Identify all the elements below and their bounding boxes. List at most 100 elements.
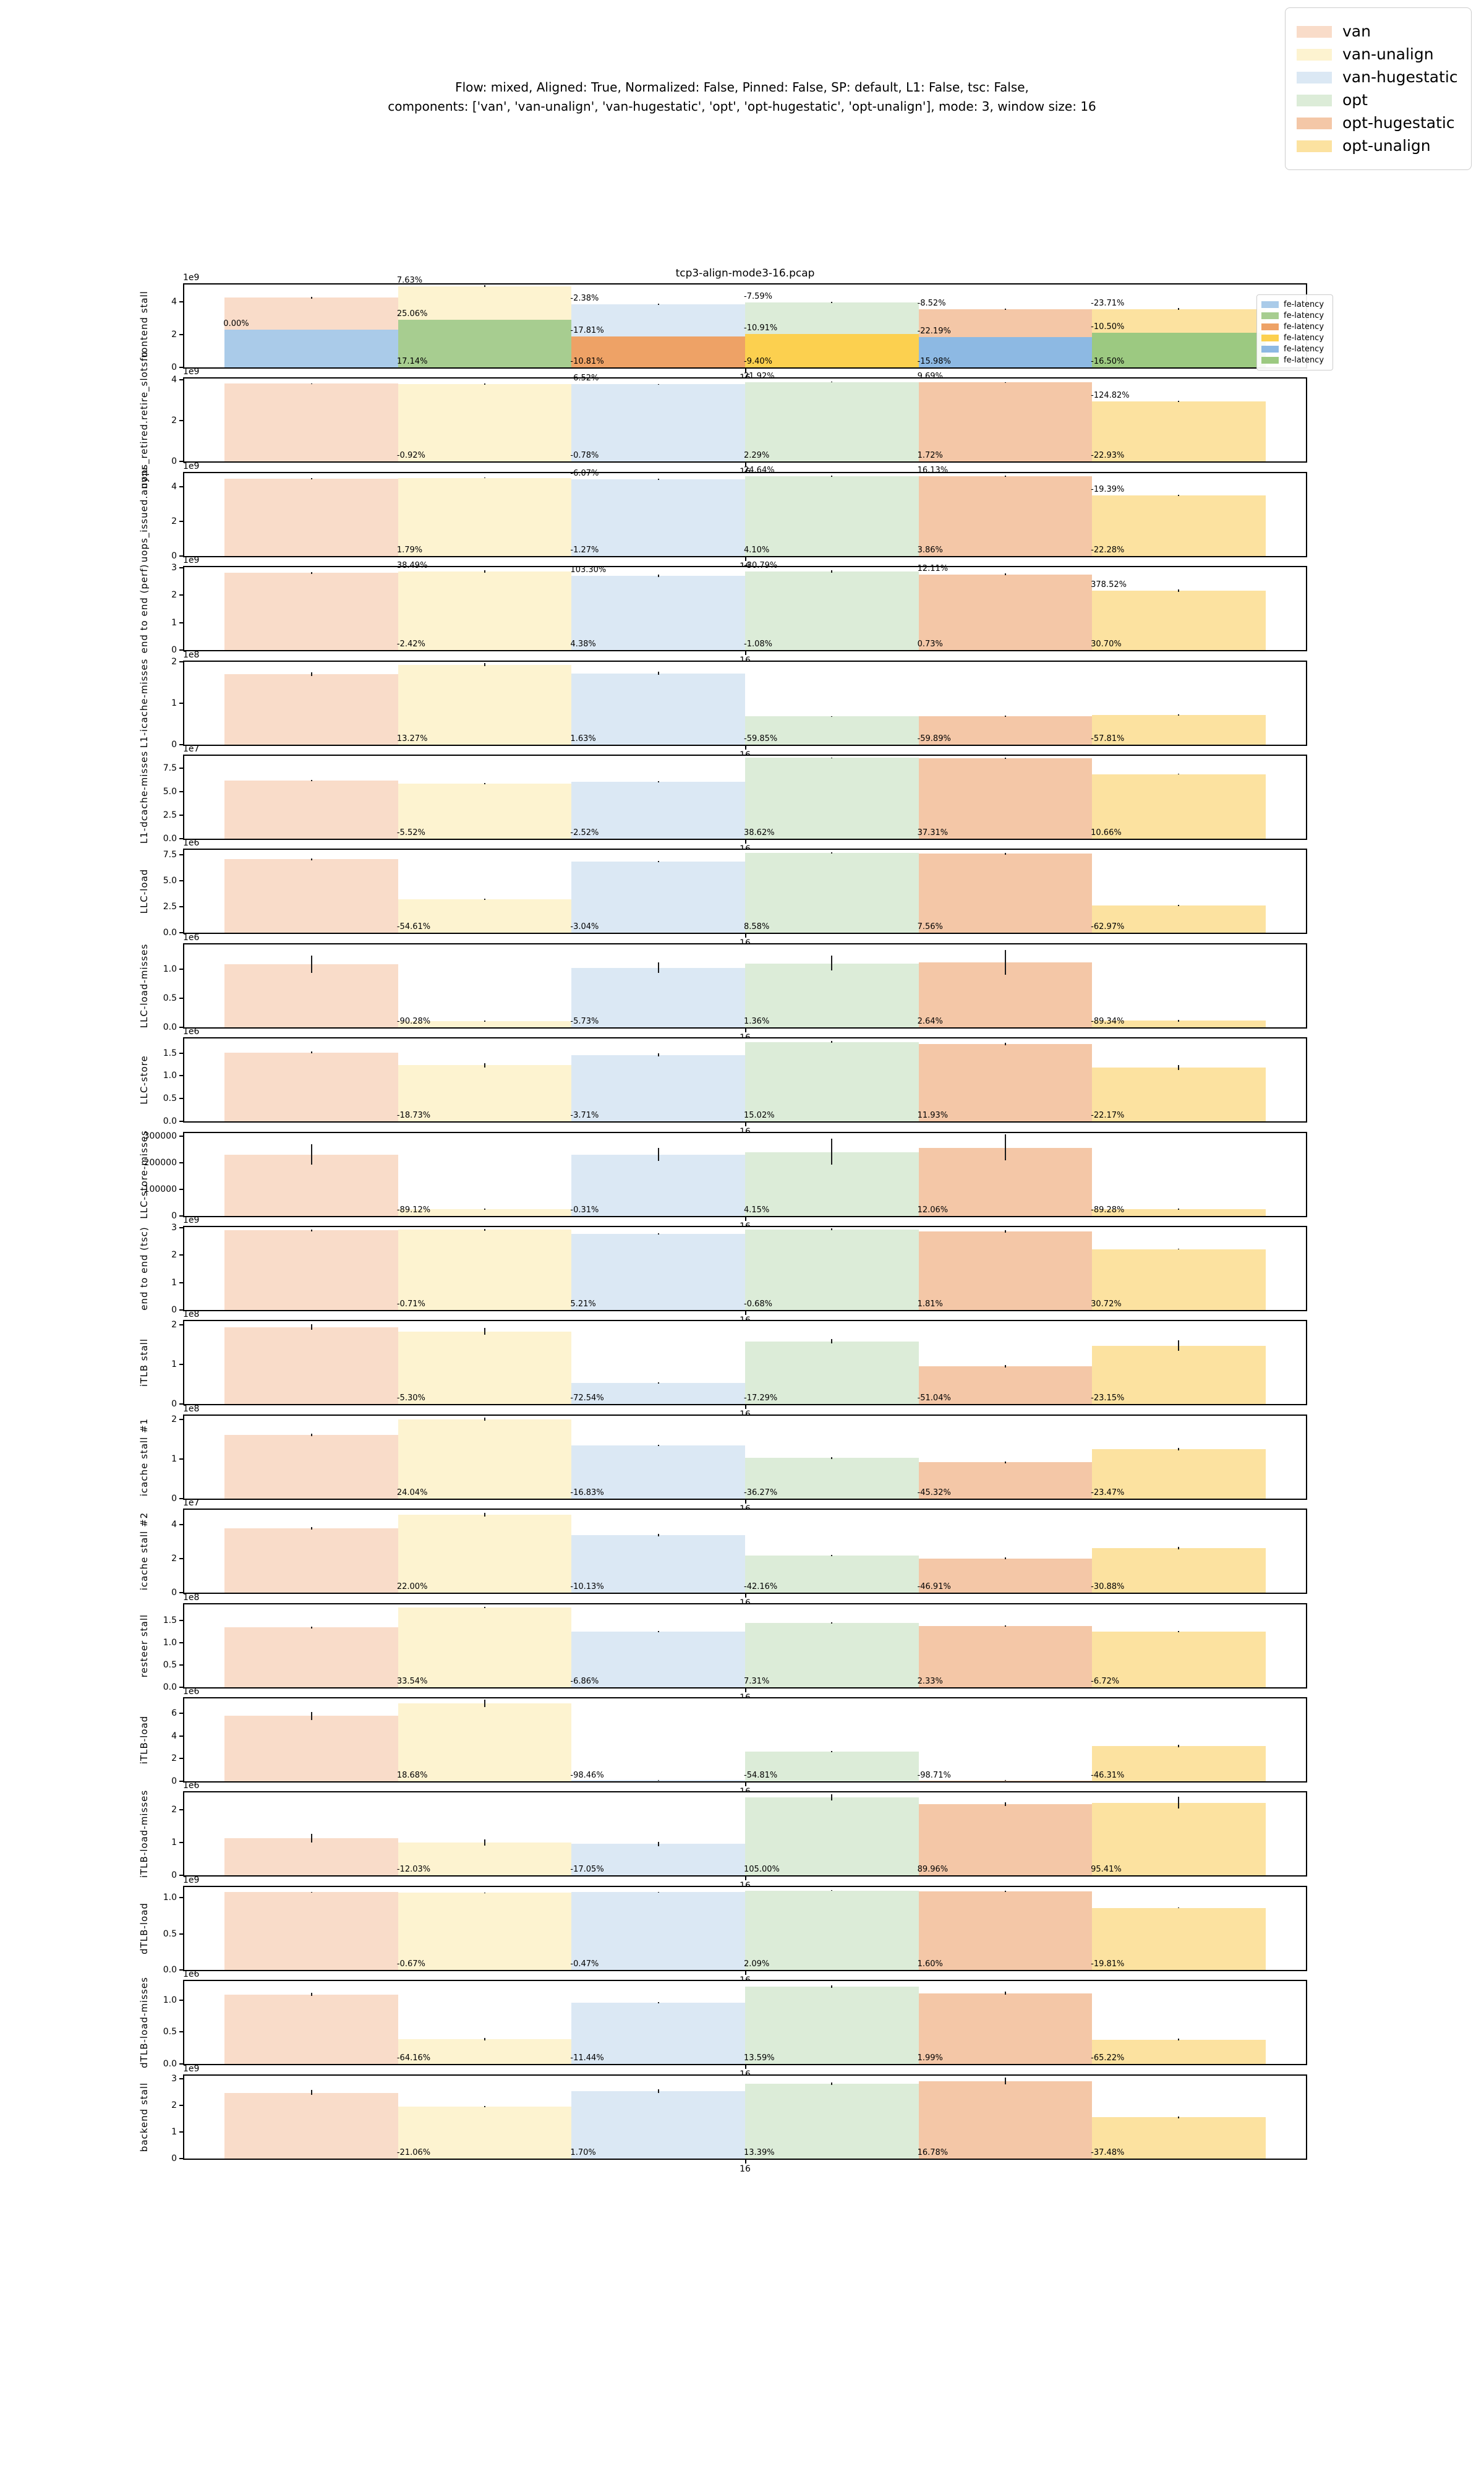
bar-opt bbox=[745, 1458, 919, 1499]
bar-van bbox=[224, 1838, 398, 1875]
error-bar bbox=[484, 898, 486, 901]
axis-scale-label: 1e7 bbox=[183, 1498, 200, 1508]
error-bar bbox=[484, 383, 486, 385]
error-bar bbox=[831, 1890, 833, 1891]
plot-axes-icache-stall-1: icache stall #1 1e8 0 1 2 24.04% -16.83% -36.27… bbox=[139, 1404, 1307, 1514]
pct-label-top: -124.82% bbox=[1091, 391, 1130, 401]
error-bar bbox=[310, 1324, 312, 1330]
error-bar bbox=[657, 1842, 659, 1846]
ytick-label: 1 bbox=[171, 1837, 177, 1847]
y-axis-label: LLC-store-misses bbox=[139, 1130, 150, 1219]
ytick-label: 2 bbox=[171, 2100, 177, 2111]
error-bar bbox=[310, 955, 312, 973]
xtick-mark bbox=[745, 2064, 746, 2069]
error-bar bbox=[484, 1063, 486, 1068]
y-axis-label: end to end (perf) bbox=[139, 563, 150, 654]
pct-label-bottom: 12.06% bbox=[917, 1205, 949, 1215]
pct-label-bottom: -0.78% bbox=[570, 451, 599, 460]
ytick-label: 2 bbox=[171, 516, 177, 527]
error-bar bbox=[831, 1228, 833, 1231]
bar-van bbox=[224, 964, 398, 1027]
ytick-mark bbox=[179, 1687, 184, 1688]
bar-van-hugestatic bbox=[571, 1844, 745, 1875]
legend-entry-van-hugestatic: van-hugestatic bbox=[1297, 68, 1460, 87]
ytick-mark bbox=[179, 854, 184, 855]
pct-label-bottom: 1.36% bbox=[744, 1017, 770, 1026]
ytick-label: 2 bbox=[171, 1250, 177, 1261]
error-bar bbox=[831, 956, 833, 971]
bar-opt bbox=[745, 1890, 919, 1970]
plot-axes-dtlb-load: dTLB-load 1e9 0.0 0.5 1.0 -0.67% -0.47% 2.09% 1.… bbox=[139, 1875, 1307, 1985]
ytick-label: 0 bbox=[171, 1776, 177, 1786]
bar-opt-unalign bbox=[1092, 1345, 1266, 1404]
bar-van-unalign bbox=[398, 1021, 572, 1027]
pct-label-bottom: -17.29% bbox=[744, 1393, 778, 1403]
error-bar bbox=[831, 2082, 833, 2086]
xtick-mark bbox=[745, 2159, 746, 2164]
ytick-mark bbox=[179, 486, 184, 488]
plot-row-llc-store: LLC-store 1e6 0.0 0.5 1.0 1.5 -18.73% -3.71% 15.… bbox=[0, 1027, 1484, 1137]
pct-label-top: 16.13% bbox=[917, 465, 949, 475]
ytick-mark bbox=[179, 905, 184, 907]
axis-scale-label: 1e6 bbox=[183, 1781, 200, 1791]
pct-label-bottom: 1.70% bbox=[570, 2148, 596, 2157]
ytick-label: 0.0 bbox=[163, 1116, 177, 1126]
pct-label-bottom: 13.59% bbox=[744, 2053, 775, 2063]
ytick-mark bbox=[179, 1557, 184, 1559]
pct-label-mid: -17.81% bbox=[570, 325, 604, 335]
ytick-mark bbox=[179, 1664, 184, 1666]
pct-label-bottom: -54.61% bbox=[396, 922, 431, 931]
pct-label-top: -19.39% bbox=[1091, 485, 1125, 495]
ytick-label: 0 bbox=[171, 1399, 177, 1409]
pct-label-top: -6.52% bbox=[570, 374, 599, 383]
xtick-mark bbox=[745, 1121, 746, 1126]
error-bar bbox=[1004, 1802, 1006, 1807]
axis-scale-label: 1e9 bbox=[183, 2064, 200, 2074]
bar-van-unalign bbox=[398, 1419, 572, 1499]
ytick-mark bbox=[179, 379, 184, 380]
bar-opt-unalign bbox=[1092, 1449, 1266, 1499]
bar-van bbox=[224, 2092, 398, 2159]
error-bar bbox=[310, 478, 312, 480]
pct-label-bottom: -5.52% bbox=[396, 828, 425, 837]
ytick-mark bbox=[179, 1215, 184, 1217]
bar-opt-unalign bbox=[1092, 2039, 1266, 2064]
ytick-mark bbox=[179, 1364, 184, 1366]
inner-legend-swatch-0 bbox=[1261, 301, 1279, 308]
ytick-label: 4 bbox=[171, 374, 177, 385]
error-bar bbox=[310, 1433, 312, 1436]
bar-van-hugestatic bbox=[571, 1780, 745, 1781]
y-axis-label: LLC-store bbox=[139, 1055, 150, 1105]
ytick-label: 2 bbox=[171, 1320, 177, 1330]
xtick-mark bbox=[745, 367, 746, 372]
ytick-label: 2.5 bbox=[163, 810, 177, 820]
xtick-mark bbox=[745, 1593, 746, 1598]
ytick-mark bbox=[179, 1075, 184, 1077]
ytick-mark bbox=[179, 767, 184, 769]
ytick-label: 0.0 bbox=[163, 1965, 177, 1975]
error-bar bbox=[831, 1555, 833, 1557]
pct-label-bottom: 18.68% bbox=[396, 1771, 428, 1780]
bar-van-hugestatic bbox=[571, 1631, 745, 1687]
bar-opt-unalign bbox=[1092, 495, 1266, 556]
error-bar bbox=[310, 672, 312, 676]
legend-label-van-hugestatic: van-hugestatic bbox=[1342, 68, 1458, 86]
ytick-label: 7.5 bbox=[163, 763, 177, 773]
ytick-label: 0.0 bbox=[163, 834, 177, 844]
bar-opt-hugestatic bbox=[918, 854, 1093, 933]
error-bar bbox=[657, 1053, 659, 1057]
ytick-label: 3 bbox=[171, 1222, 177, 1233]
ytick-label: 300000 bbox=[143, 1131, 177, 1142]
error-bar bbox=[657, 479, 659, 481]
bar-van-hugestatic bbox=[571, 1535, 745, 1593]
ytick-mark bbox=[179, 1498, 184, 1499]
ytick-label: 2 bbox=[171, 590, 177, 601]
ytick-mark bbox=[179, 790, 184, 792]
bar-van bbox=[224, 383, 398, 461]
pct-label-bottom: -90.28% bbox=[396, 1017, 431, 1026]
error-bar bbox=[1004, 308, 1006, 310]
ytick-mark bbox=[179, 1841, 184, 1843]
pct-label-bottom: -0.31% bbox=[570, 1205, 599, 1215]
error-bar bbox=[310, 296, 312, 299]
pct-label-bottom: -19.81% bbox=[1091, 1959, 1125, 1969]
